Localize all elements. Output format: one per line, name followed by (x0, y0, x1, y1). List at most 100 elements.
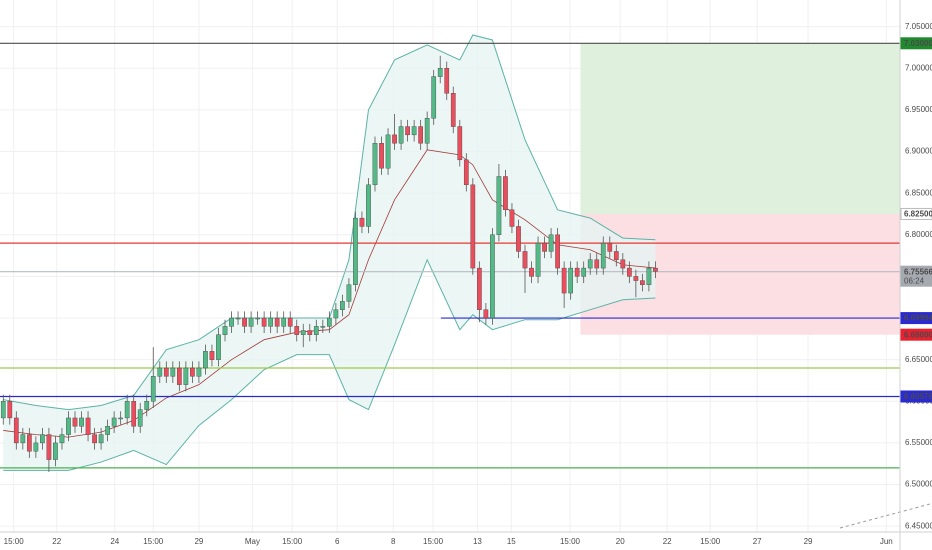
candle-body (561, 267, 567, 294)
candle-body (411, 126, 417, 136)
candle-body (33, 442, 39, 452)
x-tick-label: May (245, 537, 260, 546)
candle-body (85, 417, 91, 435)
candle-body (424, 118, 430, 144)
x-tick-label: 15:00 (282, 537, 303, 546)
candle-body (509, 209, 515, 227)
x-tick-label: 15:00 (560, 537, 581, 546)
candle-body (626, 267, 632, 277)
price-label: 6.60576 (904, 392, 932, 401)
candle-body (46, 434, 52, 460)
price-label: 6.68000 (904, 330, 932, 339)
x-tick-label: 15 (507, 537, 516, 546)
price-label: 6.82500 (904, 210, 932, 219)
y-tick-label: 6.95000 (905, 105, 932, 114)
candle-body (444, 68, 450, 94)
candle-body (163, 367, 169, 377)
candle-body (183, 367, 189, 385)
x-tick-label: 8 (391, 537, 396, 546)
x-tick-label: 22 (52, 537, 61, 546)
candle-body (196, 367, 202, 377)
candle-body (261, 317, 267, 327)
y-tick-label: 6.55000 (905, 438, 932, 447)
candle-body (53, 442, 58, 460)
price-label-box (900, 37, 932, 50)
candle-body (542, 242, 547, 252)
candle-body (40, 434, 45, 444)
candle-body (248, 317, 254, 327)
candle-body (646, 267, 652, 285)
candle-body (170, 367, 176, 377)
axes: 7.05000 7.00000 6.95000 6.90000 6.85000 6.800… (4, 22, 932, 546)
x-tick-label: 20 (616, 537, 625, 546)
plot-area (0, 34, 900, 473)
candle-body (326, 317, 332, 327)
x-tick-label: 27 (753, 537, 762, 546)
x-tick-label: 6 (335, 537, 340, 546)
candle-body (320, 326, 326, 328)
candle-body (7, 401, 13, 419)
candle-body (359, 217, 365, 227)
candle-body (235, 317, 241, 320)
candle-body (13, 417, 19, 444)
candle-body (379, 142, 384, 169)
candle-body (476, 267, 482, 310)
candle-body (522, 251, 528, 269)
candle-body (607, 242, 613, 252)
x-tick-label: 13 (473, 537, 482, 546)
candle-body (229, 317, 234, 327)
x-tick-label: 15:00 (423, 537, 444, 546)
candle-body (581, 267, 587, 277)
candle-body (613, 251, 619, 260)
candle-body (118, 417, 124, 420)
candle-body (431, 76, 437, 119)
candle-body (392, 134, 397, 144)
candle-body (600, 242, 606, 269)
candle-body (150, 376, 156, 402)
candle-body (222, 326, 228, 335)
candle-body (190, 367, 195, 377)
countdown: 06:24 (904, 276, 925, 285)
candle-body (294, 326, 300, 335)
candle-body (366, 184, 371, 227)
candle-body (131, 401, 137, 427)
y-tick-label: 6.90000 (905, 147, 932, 156)
price-label-box (900, 265, 932, 287)
candle-body (124, 401, 130, 419)
candle-body (470, 184, 476, 269)
candle-body (59, 434, 65, 444)
candle-body (633, 276, 639, 281)
candle-body (313, 326, 319, 335)
candle-body (385, 134, 391, 169)
x-tick-label: 15:00 (143, 537, 164, 546)
price-label-box (900, 312, 932, 325)
x-tick-label: 29 (804, 537, 813, 546)
y-tick-label: 6.50000 (905, 480, 932, 489)
y-tick-label: 6.65000 (905, 355, 932, 364)
candle-body (0, 401, 6, 419)
candle-body (255, 317, 260, 320)
candle-body (137, 409, 143, 427)
price-label-box (900, 328, 932, 341)
candle-body (346, 284, 352, 302)
candle-body (307, 330, 313, 335)
candle-body (268, 317, 274, 327)
candle-body (535, 242, 541, 277)
price-label-box (900, 390, 932, 403)
candle-body (516, 226, 521, 252)
y-tick-label: 7.05000 (905, 22, 932, 31)
y-tick-label: 6.45000 (905, 521, 932, 530)
candle-body (529, 267, 534, 277)
candle-body (98, 434, 104, 444)
candle-body (418, 126, 424, 144)
band-middle (3, 149, 656, 438)
candle-body (26, 434, 32, 452)
candle-body (105, 426, 110, 435)
candle-body (594, 259, 600, 269)
candle-body (353, 217, 358, 285)
profit-zone (580, 43, 900, 214)
band-lower (3, 258, 656, 471)
price-label: 7.03000 (904, 39, 932, 48)
candle-body (490, 234, 495, 319)
candle-body (144, 401, 150, 410)
